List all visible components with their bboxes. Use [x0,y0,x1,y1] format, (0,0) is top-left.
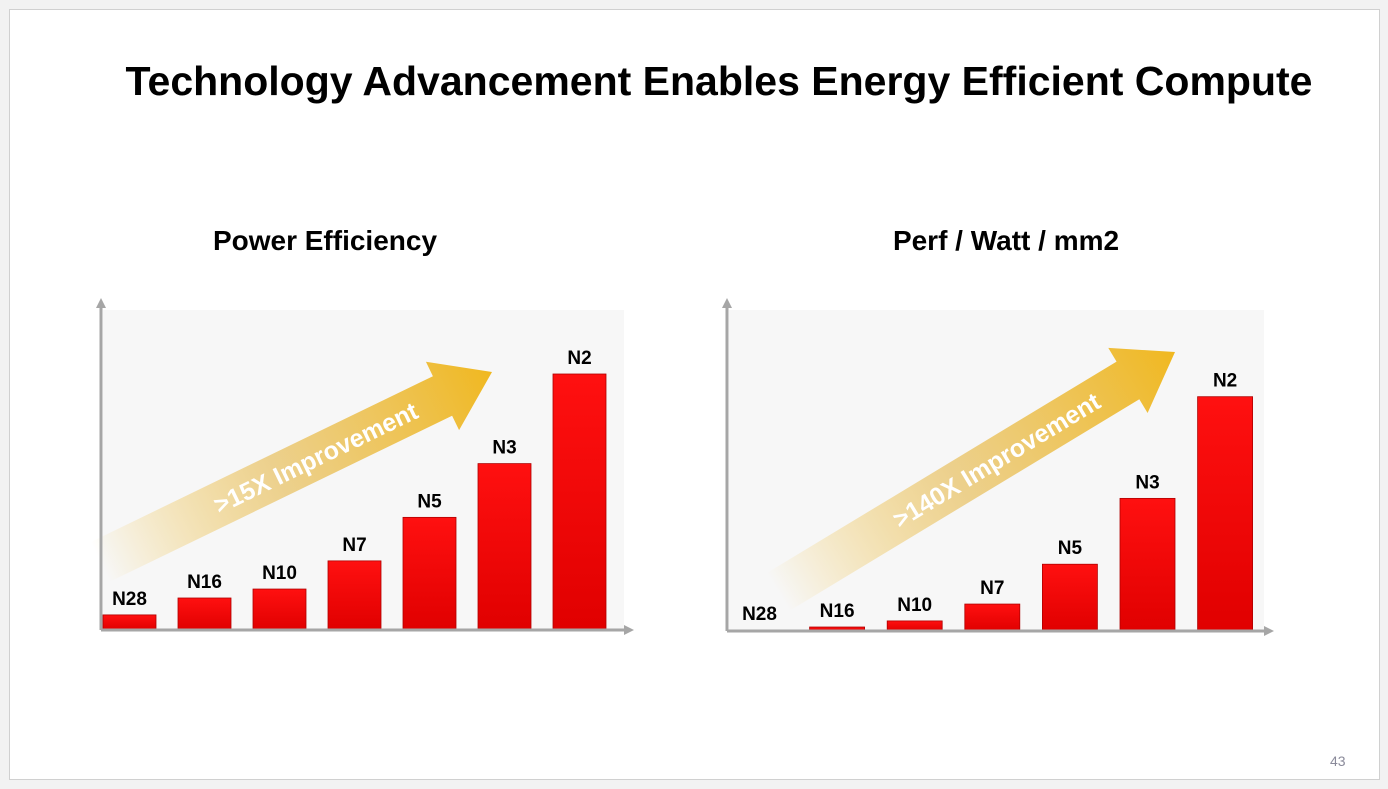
y-axis-arrowhead [96,298,106,308]
bar-label-n2: N2 [567,348,591,369]
bar-n10 [252,588,307,631]
x-axis-arrowhead [1264,626,1274,636]
x-axis-arrowhead [624,625,634,635]
bar-label-n7: N7 [342,535,366,556]
bar-n10 [886,620,943,632]
bar-n2 [1197,396,1253,632]
bar-label-n10: N10 [897,595,932,616]
chart-title-power-efficiency: Power Efficiency [212,225,438,256]
bar-label-n10: N10 [262,563,297,584]
bar-n7 [327,560,382,631]
bar-n5 [402,516,457,631]
bar-label-n16: N16 [820,601,855,622]
y-axis-arrowhead [722,298,732,308]
bar-label-n28: N28 [112,589,147,610]
bar-n2 [552,373,607,631]
bar-label-n3: N3 [492,438,516,459]
bar-label-n5: N5 [1058,538,1083,559]
bar-label-n7: N7 [980,578,1004,599]
chart-title-perf-watt-mm2: Perf / Watt / mm2 [892,225,1120,256]
bar-label-n16: N16 [187,572,222,593]
bar-label-n5: N5 [417,491,442,512]
bar-label-n3: N3 [1135,472,1159,493]
bar-n16 [177,597,232,631]
arrow-shape [90,361,493,582]
bar-n7 [964,603,1021,632]
bar-label-n2: N2 [1213,371,1237,392]
page-number: 43 [1330,753,1346,769]
bar-n28 [102,614,157,631]
arrow-shape [766,347,1176,611]
bar-label-n28: N28 [742,604,777,625]
bar-n3 [1119,497,1176,632]
bar-n5 [1042,563,1098,632]
slide-title: Technology Advancement Enables Energy Ef… [125,58,1313,104]
bar-n3 [477,463,532,631]
